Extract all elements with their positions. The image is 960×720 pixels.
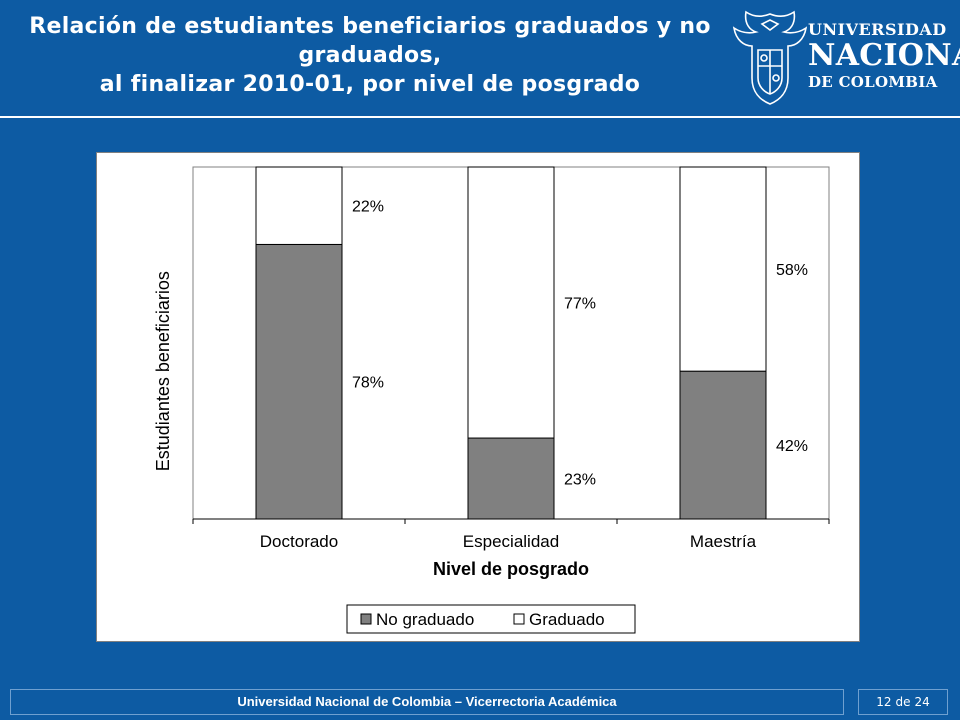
data-label: 42% [776, 438, 808, 455]
coat-of-arms-icon [732, 10, 808, 105]
bar-graduado [255, 166, 343, 245]
data-label: 23% [564, 472, 596, 489]
page-separator: de [895, 695, 911, 709]
x-tick-label: Doctorado [260, 532, 338, 551]
stacked-bar-chart: 78% 22% Doctorado 23% 77% Especialidad 42% 58% M… [153, 166, 830, 634]
bar-no-graduado [255, 243, 343, 520]
data-label: 77% [564, 296, 596, 313]
title-divider [0, 116, 960, 118]
slide-title: Relación de estudiantes beneficiarios gr… [20, 12, 720, 99]
x-tick-label: Maestría [690, 532, 757, 551]
x-axis-title: Nivel de posgrado [433, 559, 589, 579]
chart-frame: 78% 22% Doctorado 23% 77% Especialidad 42% 58% M… [96, 152, 860, 642]
x-tick-label: Especialidad [463, 532, 559, 551]
logo-line-1: UNIVERSIDAD [808, 20, 947, 39]
legend-label: Graduado [529, 610, 605, 629]
bar-no-graduado [467, 437, 555, 520]
logo-line-2: NACIONAL [808, 38, 960, 73]
page-total: 24 [914, 695, 930, 709]
legend-label: No graduado [376, 610, 474, 629]
data-label: 78% [352, 375, 384, 392]
logo-wordmark: UNIVERSIDAD NACIONAL DE COLOMBIA [808, 22, 960, 90]
bar-graduado [467, 166, 555, 439]
legend-box [346, 604, 636, 634]
data-label: 22% [352, 199, 384, 216]
page-indicator: 12 de 24 [858, 689, 948, 715]
footer-text: Universidad Nacional de Colombia – Vicer… [10, 689, 844, 715]
title-line-1: Relación de estudiantes beneficiarios gr… [29, 14, 711, 39]
legend-swatch [513, 613, 525, 625]
y-axis-title: Estudiantes beneficiarios [153, 271, 173, 471]
legend-swatch [360, 613, 372, 625]
title-line-2: graduados, [298, 43, 442, 68]
title-line-3: al finalizar 2010-01, por nivel de posgr… [99, 72, 641, 97]
page-current: 12 [876, 695, 892, 709]
data-label: 58% [776, 262, 808, 279]
bar-graduado [679, 166, 767, 372]
university-logo: UNIVERSIDAD NACIONAL DE COLOMBIA [726, 2, 960, 112]
bar-no-graduado [679, 370, 767, 520]
logo-line-3: DE COLOMBIA [808, 73, 938, 91]
